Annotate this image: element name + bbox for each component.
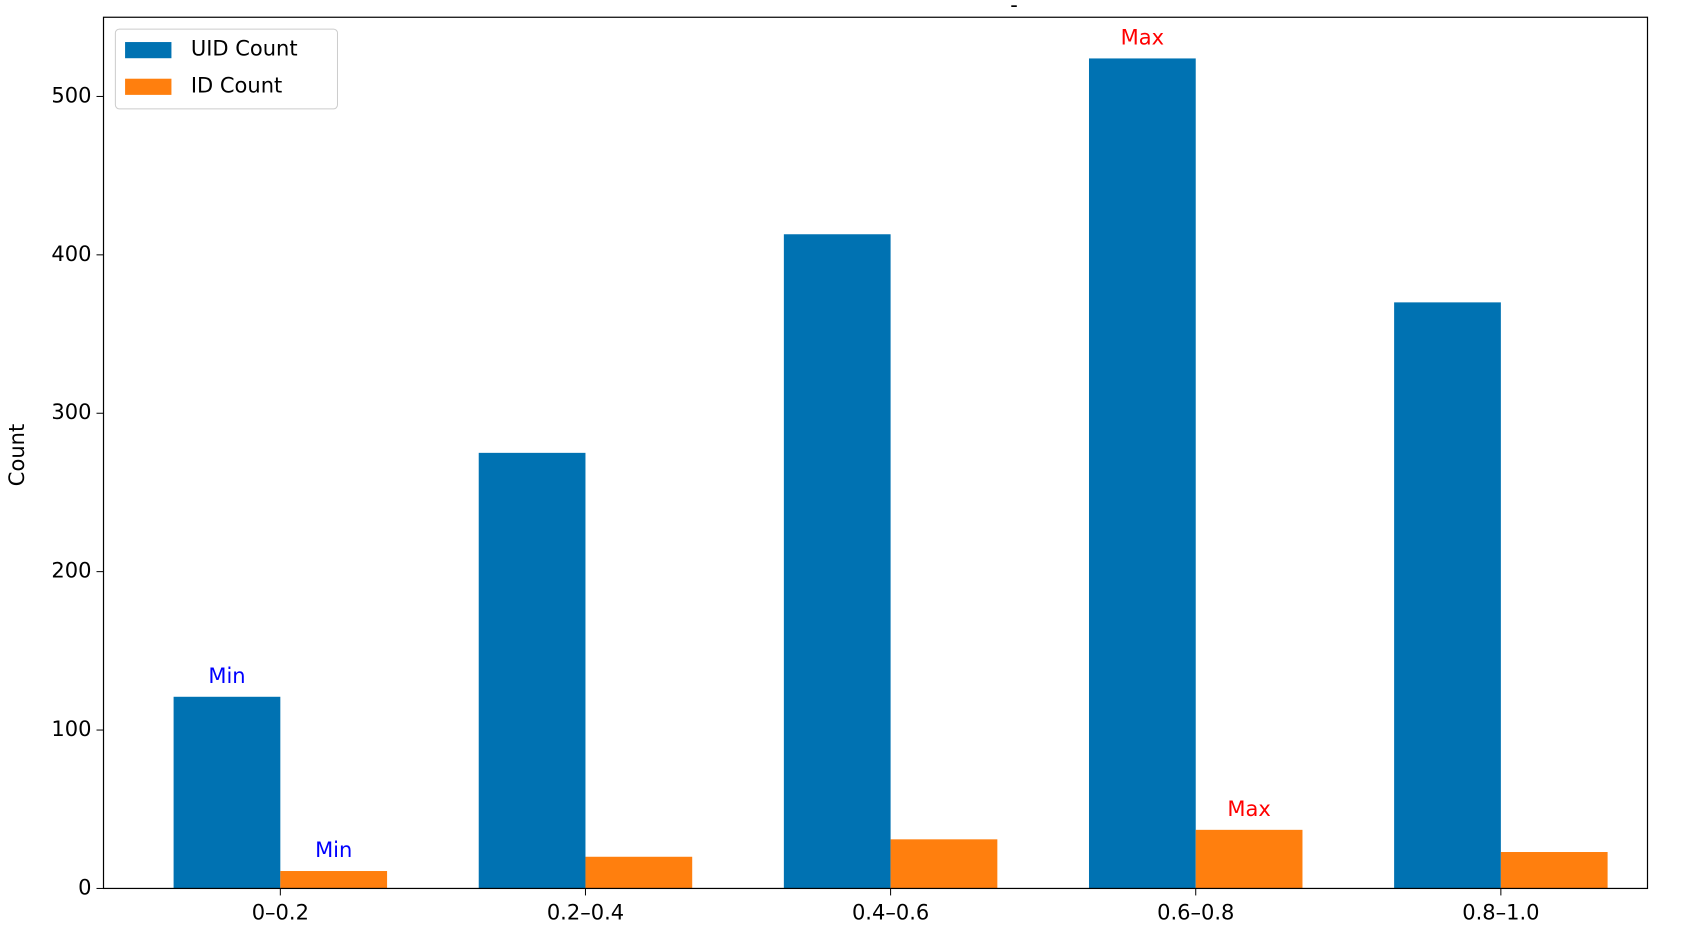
annotation: Min: [315, 838, 352, 862]
y-tick-label: 400: [51, 242, 91, 266]
bar: [890, 839, 998, 889]
chart-title: -: [1010, 0, 1018, 17]
x-tick-label: 0.6–0.8: [1157, 900, 1234, 924]
legend-swatch: [125, 42, 172, 59]
bar: [585, 856, 693, 889]
plot-frame: [102, 16, 1649, 890]
bar: [478, 452, 586, 889]
bar: [1394, 302, 1501, 889]
bar: [1500, 852, 1608, 889]
y-tick-label: 100: [51, 717, 91, 741]
y-tick-label: 0: [78, 875, 91, 899]
legend-label: ID Count: [191, 73, 282, 97]
y-axis-label: Count: [5, 424, 29, 486]
legend-label: UID Count: [191, 37, 298, 61]
bar: [173, 696, 281, 889]
bar: [783, 234, 891, 889]
y-tick-label: 200: [51, 559, 91, 583]
annotation: Max: [1227, 797, 1270, 821]
annotation: Min: [208, 664, 245, 688]
x-tick-label: 0.2–0.4: [547, 900, 624, 924]
bar: [1088, 58, 1196, 889]
annotation: Max: [1121, 25, 1164, 49]
x-tick-label: 0–0.2: [252, 900, 309, 924]
x-tick-label: 0.8–1.0: [1462, 900, 1539, 924]
y-tick-label: 300: [51, 400, 91, 424]
bar: [280, 871, 388, 889]
bar: [1195, 829, 1303, 889]
x-tick-label: 0.4–0.6: [852, 900, 929, 924]
legend-swatch: [125, 78, 172, 95]
y-tick-label: 500: [51, 83, 91, 107]
